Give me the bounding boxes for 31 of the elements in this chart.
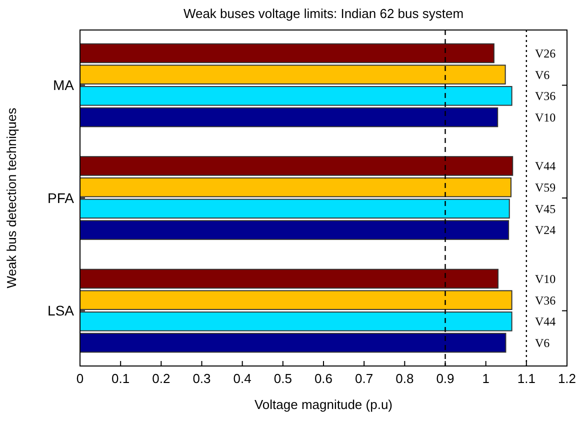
data-label: V10 — [535, 110, 556, 124]
x-tick-label: 1 — [482, 371, 490, 386]
data-label: V36 — [535, 293, 556, 308]
x-tick-label: 1.1 — [517, 371, 536, 386]
data-label: V6 — [535, 336, 550, 350]
data-label: V44 — [535, 159, 556, 174]
x-tick-label: 0.2 — [152, 371, 170, 386]
data-label: V6 — [535, 68, 550, 82]
x-tick-label: 0.5 — [274, 371, 292, 386]
y-tick-label: LSA — [48, 302, 75, 319]
x-tick-label: 0.7 — [355, 371, 374, 386]
y-tick-label: PFA — [48, 190, 75, 206]
x-tick-label: 0.9 — [436, 371, 454, 386]
chart-title: Weak buses voltage limits: Indian 62 bus system — [183, 6, 464, 21]
x-tick-label: 0.1 — [112, 371, 130, 386]
data-label: V36 — [535, 89, 556, 104]
x-tick-label: 0.8 — [396, 371, 414, 386]
x-tick-label: 0.3 — [192, 371, 211, 386]
x-axis-title: Voltage magnitude (p.u) — [254, 397, 393, 412]
y-axis-title: Weak bus detection techniques — [4, 107, 19, 288]
data-label: V26 — [535, 46, 556, 60]
y-tick-label: MA — [53, 77, 75, 94]
data-label: V10 — [535, 272, 556, 286]
x-tick-label: 0 — [76, 371, 84, 386]
data-label: V24 — [535, 223, 556, 238]
x-tick-label: 0.4 — [233, 371, 252, 386]
x-tick-label: 1.2 — [558, 371, 576, 386]
data-label: V59 — [535, 180, 556, 195]
data-label: V44 — [535, 314, 556, 329]
x-tick-label: 0.6 — [314, 371, 333, 386]
data-label: V45 — [535, 202, 556, 216]
